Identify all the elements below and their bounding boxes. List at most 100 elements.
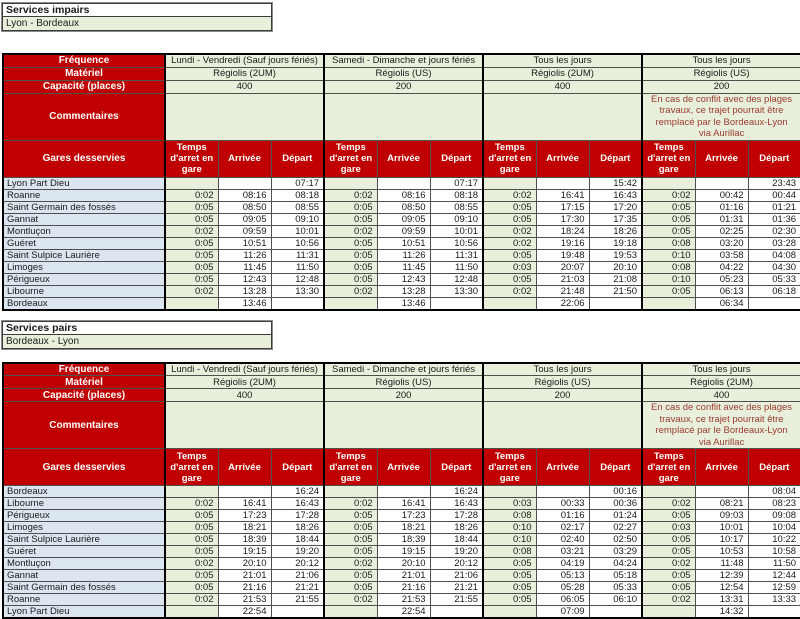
stop-time-cell: 0:05 — [165, 522, 218, 534]
stop-time-cell: 0:05 — [324, 213, 377, 225]
stop-time-cell: 0:02 — [165, 498, 218, 510]
departure-time-cell: 10:04 — [748, 522, 800, 534]
stop-time-cell: 0:02 — [483, 237, 536, 249]
stop-time-cell: 0:05 — [642, 534, 695, 546]
arrival-column-header: Arrivée — [377, 140, 430, 177]
arrival-time-cell: 00:33 — [536, 498, 589, 510]
departure-time-cell — [271, 297, 324, 310]
arrival-column-header: Arrivée — [695, 140, 748, 177]
stop-time-cell: 0:02 — [642, 498, 695, 510]
arrival-time-cell: 08:50 — [377, 201, 430, 213]
arrival-time-cell: 10:01 — [695, 522, 748, 534]
departure-time-cell: 01:21 — [748, 201, 800, 213]
frequency-value: Tous les jours — [483, 363, 642, 376]
stop-time-column-header: Temps d'arret en gare — [324, 140, 377, 177]
arrival-time-cell: 08:50 — [218, 201, 271, 213]
departure-time-cell: 20:10 — [589, 261, 642, 273]
departure-time-cell: 09:10 — [430, 213, 483, 225]
departure-time-cell: 21:08 — [589, 273, 642, 285]
departure-time-cell: 12:44 — [748, 570, 800, 582]
stop-time-column-header: Temps d'arret en gare — [324, 449, 377, 486]
comment-value — [165, 93, 324, 140]
departure-time-cell: 15:42 — [589, 177, 642, 189]
stop-time-cell: 0:05 — [483, 558, 536, 570]
arrival-time-cell — [218, 177, 271, 189]
stop-time-cell: 0:05 — [483, 594, 536, 606]
arrival-time-cell: 06:34 — [695, 297, 748, 310]
arrival-time-cell: 09:59 — [377, 225, 430, 237]
material-label: Matériel — [3, 376, 165, 389]
material-value: Régiolis (US) — [324, 67, 483, 80]
service-title-box: Services pairs Bordeaux - Lyon — [2, 321, 272, 349]
comments-label: Commentaires — [3, 93, 165, 140]
comments-label: Commentaires — [3, 402, 165, 449]
departure-time-cell: 08:55 — [430, 201, 483, 213]
arrival-time-cell: 18:39 — [377, 534, 430, 546]
stop-time-cell — [642, 297, 695, 310]
arrival-time-cell: 04:22 — [695, 261, 748, 273]
departure-time-cell: 20:12 — [271, 558, 324, 570]
arrival-time-cell: 22:54 — [377, 606, 430, 619]
departure-time-cell: 02:30 — [748, 225, 800, 237]
comments-row: Commentaires En cas de conflit avec des p… — [3, 93, 800, 140]
stop-time-cell: 0:05 — [324, 570, 377, 582]
stop-time-cell: 0:03 — [483, 498, 536, 510]
frequency-value: Tous les jours — [642, 363, 800, 376]
departure-time-cell: 23:43 — [748, 177, 800, 189]
frequency-label: Fréquence — [3, 54, 165, 67]
arrival-column-header: Arrivée — [377, 449, 430, 486]
arrival-time-cell: 20:10 — [377, 558, 430, 570]
stop-time-cell: 0:02 — [483, 189, 536, 201]
station-name-cell: Guéret — [3, 546, 165, 558]
arrival-time-cell: 21:01 — [377, 570, 430, 582]
departure-time-cell: 17:20 — [589, 201, 642, 213]
departure-time-cell: 00:36 — [589, 498, 642, 510]
frequency-value: Samedi - Dimanche et jours fériés — [324, 54, 483, 67]
arrival-time-cell: 08:21 — [695, 498, 748, 510]
arrival-time-cell: 16:41 — [536, 189, 589, 201]
arrival-time-cell: 03:20 — [695, 237, 748, 249]
comment-value — [324, 93, 483, 140]
arrival-time-cell: 21:01 — [218, 570, 271, 582]
arrival-time-cell: 01:31 — [695, 213, 748, 225]
departure-time-cell — [589, 297, 642, 310]
arrival-time-cell: 16:41 — [377, 498, 430, 510]
departure-time-cell: 18:44 — [271, 534, 324, 546]
arrival-time-cell: 09:59 — [218, 225, 271, 237]
departure-time-cell: 09:08 — [748, 510, 800, 522]
arrival-time-cell: 11:48 — [695, 558, 748, 570]
arrival-time-cell: 21:16 — [377, 582, 430, 594]
arrival-time-cell: 21:48 — [536, 285, 589, 297]
stop-time-cell: 0:05 — [165, 249, 218, 261]
departure-time-cell — [430, 606, 483, 619]
station-name-cell: Limoges — [3, 261, 165, 273]
stop-time-cell: 0:10 — [642, 273, 695, 285]
arrival-time-cell — [536, 177, 589, 189]
arrival-time-cell: 08:16 — [218, 189, 271, 201]
departure-column-header: Départ — [430, 449, 483, 486]
departure-time-cell: 02:50 — [589, 534, 642, 546]
station-name-cell: Gannat — [3, 570, 165, 582]
service-title-box: Services impairs Lyon - Bordeaux — [2, 3, 272, 31]
stop-time-cell: 0:10 — [483, 534, 536, 546]
arrival-time-cell: 13:31 — [695, 594, 748, 606]
station-name-cell: Roanne — [3, 189, 165, 201]
frequency-value: Samedi - Dimanche et jours fériés — [324, 363, 483, 376]
stop-time-cell — [165, 606, 218, 619]
departure-column-header: Départ — [748, 140, 800, 177]
capacity-value: 400 — [642, 389, 800, 402]
comment-value: En cas de conflit avec des plages travau… — [642, 93, 800, 140]
arrival-time-cell: 11:45 — [218, 261, 271, 273]
departure-time-cell: 08:04 — [748, 486, 800, 498]
arrival-time-cell: 12:54 — [695, 582, 748, 594]
